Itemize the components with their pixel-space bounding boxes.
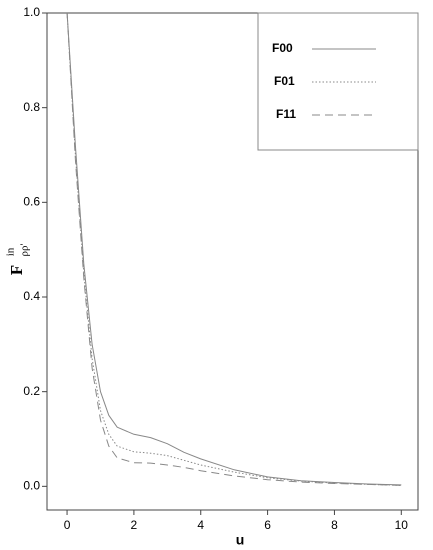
y-tick-label: 0.4: [23, 289, 40, 303]
y-label-main: F: [7, 265, 26, 275]
y-axis-label: F in ρρ': [5, 244, 31, 276]
series-line: [66, 12, 402, 486]
x-axis-label: u: [236, 532, 245, 548]
x-tick-label: 6: [264, 518, 271, 532]
legend-label: F00: [272, 41, 293, 55]
y-tick-label: 0.6: [23, 195, 40, 209]
series-line: [66, 12, 402, 486]
y-label-sup: in: [5, 247, 17, 256]
y-label-sub: ρρ': [19, 244, 31, 257]
y-tick-label: 1.0: [23, 5, 40, 19]
x-tick-label: 10: [395, 518, 409, 532]
y-tick-label: 0.0: [23, 479, 40, 493]
x-tick-label: 8: [331, 518, 338, 532]
y-tick-label: 0.8: [23, 100, 40, 114]
x-tick-label: 4: [197, 518, 204, 532]
x-tick-label: 2: [131, 518, 138, 532]
plot-frame: [46, 12, 419, 511]
x-tick-label: 0: [64, 518, 71, 532]
legend-label: F11: [276, 107, 296, 121]
legend-label: F01: [274, 74, 295, 88]
y-tick-label: 0.2: [23, 384, 40, 398]
